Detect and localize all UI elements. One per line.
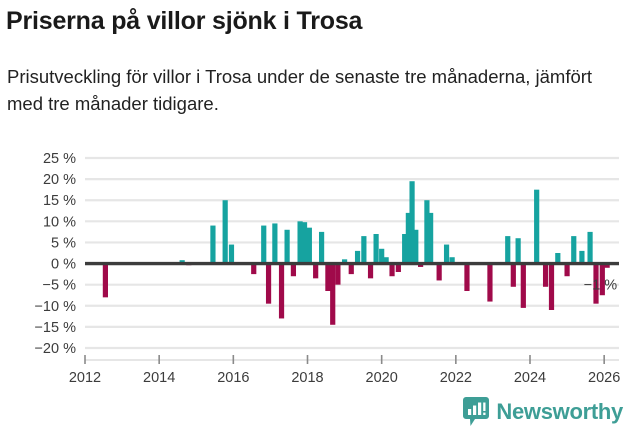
logo-wordmark: Newsworthy [496,399,623,424]
bar[interactable] [367,263,374,279]
bar[interactable] [564,263,570,277]
bar[interactable] [278,263,285,319]
x-axis: 2012 2014 2016 2018 2020 2022 2024 2026 [69,355,620,386]
bar[interactable] [325,263,331,291]
y-tick-label: −5 % [43,278,77,294]
bar[interactable] [313,263,319,279]
bar[interactable] [330,263,336,325]
y-tick-label: 25 % [43,151,76,167]
bar[interactable] [405,212,411,264]
bar[interactable] [251,263,257,275]
bar[interactable] [389,263,395,277]
bar[interactable] [436,263,442,281]
bar[interactable] [449,257,455,264]
bar[interactable] [548,263,555,310]
x-tick-label: 2016 [217,370,249,386]
y-tick-label: 5 % [51,235,76,251]
bar[interactable] [487,263,493,302]
y-tick-label: −20 % [34,341,76,357]
bar[interactable] [373,234,379,264]
bar[interactable] [571,236,577,264]
y-gridlines: 25 % 20 % 15 % 10 % 5 % 0 % −5 % −10 % −15 % −20 … [34,151,619,357]
page-subtitle: Prisutveckling för villor i Trosa under … [7,66,593,114]
bar[interactable] [361,236,367,264]
bar[interactable] [318,231,325,264]
bar[interactable] [520,263,526,308]
x-tick-label: 2018 [291,370,323,386]
bar[interactable] [306,227,312,264]
bar[interactable] [579,250,585,264]
bar[interactable] [599,263,605,296]
bar[interactable] [354,250,361,264]
bar[interactable] [534,189,540,264]
bar[interactable] [505,236,511,264]
y-tick-label: 10 % [43,214,76,230]
bar[interactable] [424,200,430,264]
x-tick-label: 2012 [69,370,101,386]
bar[interactable] [272,223,278,264]
bar[interactable] [464,263,470,291]
x-tick-label: 2022 [440,370,472,386]
bar[interactable] [542,263,549,287]
bar[interactable] [210,225,216,264]
chart-footer: Newsworthy [0,393,631,435]
bar[interactable] [301,222,308,264]
bar[interactable] [341,259,348,264]
x-tick-label: 2026 [588,370,620,386]
bar[interactable] [443,244,450,264]
bar[interactable] [428,212,434,264]
page-title: Priserna på villor sjönk i Trosa [6,7,363,35]
bar[interactable] [348,263,354,275]
y-tick-label: −15 % [34,320,76,336]
x-tick-label: 2024 [514,370,546,386]
bar[interactable] [409,181,415,264]
bar-chart-bubble-icon [463,397,490,426]
bar[interactable] [102,263,108,298]
bar[interactable] [383,257,389,264]
annotations: −1 % [584,278,618,294]
bar[interactable] [261,225,267,264]
x-tick-label: 2020 [366,370,398,386]
bar[interactable] [297,221,303,264]
bar[interactable] [222,200,228,264]
y-tick-label: 0 % [51,257,76,273]
bar[interactable] [335,263,341,285]
bar[interactable] [604,263,610,268]
bar[interactable] [395,263,401,272]
bar[interactable] [290,263,297,277]
bar[interactable] [587,231,593,264]
bar-chart: 25 % 20 % 15 % 10 % 5 % 0 % −5 % −10 % −15 % −20 … [34,151,620,386]
bar[interactable] [379,248,385,264]
y-tick-label: 15 % [43,193,76,209]
chart-container: 25 % 20 % 15 % 10 % 5 % 0 % −5 % −10 % −15 % −20 … [0,145,631,395]
y-tick-label: −10 % [34,299,76,315]
bar[interactable] [593,263,599,304]
bar[interactable] [510,263,516,287]
bars-group [102,181,610,325]
bar[interactable] [402,234,408,264]
bar[interactable] [515,238,521,264]
bar[interactable] [228,244,235,264]
bar[interactable] [413,229,419,264]
bar[interactable] [265,263,272,304]
last-value-label: −1 % [584,278,618,294]
newsworthy-logo[interactable]: Newsworthy [463,397,623,427]
x-tick-label: 2014 [143,370,175,386]
bar[interactable] [284,229,290,264]
bar[interactable] [555,253,561,264]
y-tick-label: 20 % [43,172,76,188]
